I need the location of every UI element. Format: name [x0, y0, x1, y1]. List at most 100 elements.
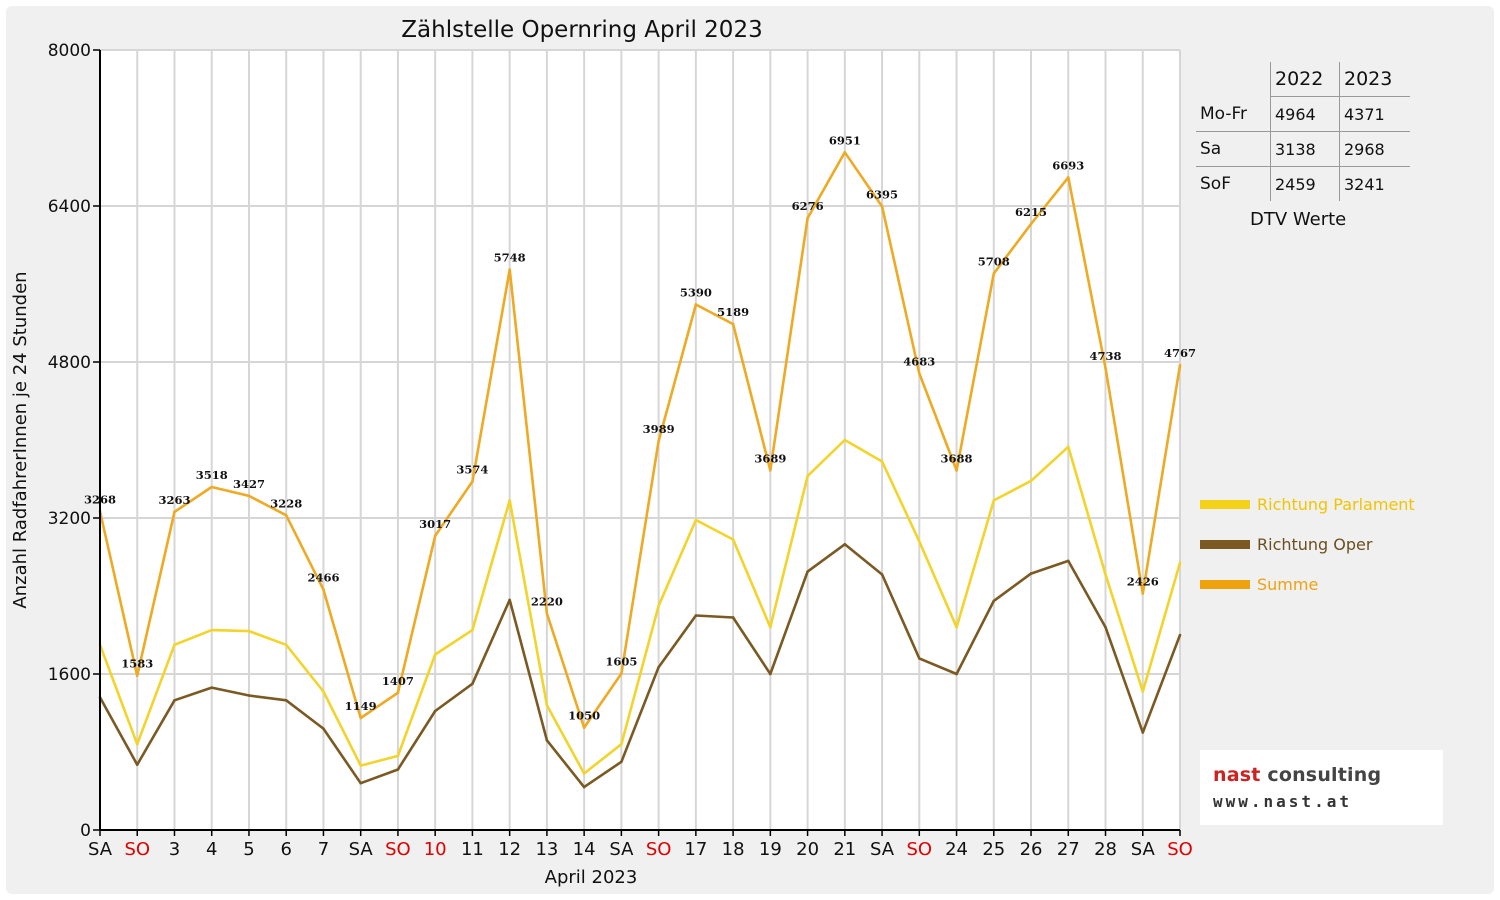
- data-point: [322, 727, 325, 730]
- x-tick-label: 13: [535, 839, 558, 860]
- x-tick-label: SO: [385, 839, 411, 860]
- dtv-value: 4371: [1339, 96, 1410, 132]
- data-point: [210, 686, 214, 689]
- x-tick-label: 4: [206, 839, 217, 860]
- data-point: [396, 754, 400, 758]
- data-point: [210, 485, 214, 489]
- dtv-row: Mo-Fr 4964 4371: [1196, 96, 1410, 132]
- data-point: [433, 653, 437, 656]
- data-point: [769, 469, 772, 472]
- data-label: 3427: [233, 477, 265, 491]
- y-tick-label: 6400: [48, 197, 91, 217]
- series-lines: [98, 150, 1182, 789]
- data-label: 6395: [866, 187, 898, 201]
- data-label: 2220: [531, 595, 563, 609]
- data-point: [1141, 731, 1145, 734]
- legend-label: Summe: [1257, 574, 1319, 594]
- data-label: 6951: [829, 133, 861, 147]
- data-point: [471, 682, 474, 686]
- dtv-value: 2968: [1339, 131, 1410, 167]
- logo-nast: nast: [1213, 764, 1261, 786]
- data-label: 4738: [1090, 349, 1122, 363]
- data-point: [1104, 625, 1107, 629]
- x-tick-label: 26: [1020, 839, 1043, 860]
- dtv-caption: DTV Werte: [1250, 209, 1347, 230]
- chart-title: Zählstelle Opernring April 2023: [401, 17, 762, 43]
- data-point: [806, 474, 809, 478]
- data-point: [1066, 559, 1070, 563]
- dtv-table: 2022 2023 Mo-Fr 4964 4371 Sa 3138 2968 S…: [1196, 62, 1410, 201]
- data-point: [433, 534, 437, 538]
- data-point: [135, 742, 139, 746]
- data-point: [992, 499, 996, 502]
- data-label: 5708: [978, 254, 1010, 268]
- data-point: [210, 628, 214, 632]
- data-point: [135, 674, 139, 677]
- x-tick-label: 25: [982, 839, 1005, 860]
- data-point: [1178, 633, 1182, 637]
- data-label: 1050: [568, 709, 600, 723]
- data-point: [918, 372, 921, 375]
- data-label: 6215: [1015, 205, 1047, 219]
- logo-consulting: consulting: [1260, 764, 1382, 786]
- x-tick-label: SA: [1131, 839, 1156, 860]
- data-point: [1104, 573, 1107, 576]
- data-point: [769, 625, 772, 629]
- data-label: 3228: [270, 496, 302, 510]
- data-point: [694, 303, 698, 306]
- data-point: [1029, 222, 1033, 226]
- data-point: [322, 690, 325, 693]
- data-point: [918, 540, 921, 543]
- data-point: [247, 629, 251, 633]
- data-label: 1583: [121, 657, 153, 671]
- x-axis-title: April 2023: [545, 867, 638, 888]
- y-tick-label: 8000: [48, 41, 91, 61]
- data-label: 2426: [1127, 574, 1159, 588]
- data-point: [359, 781, 362, 785]
- dtv-row: Sa 3138 2968: [1196, 131, 1410, 167]
- data-point: [471, 480, 474, 483]
- data-label: 5189: [717, 305, 749, 319]
- data-point: [247, 694, 251, 697]
- series-line-oper: [98, 542, 1182, 789]
- dtv-col-2022: 2022: [1270, 62, 1340, 97]
- data-point: [843, 150, 847, 154]
- data-point: [284, 699, 288, 702]
- x-tick-label: 21: [833, 839, 856, 860]
- data-point: [433, 709, 437, 713]
- data-label: 3268: [84, 492, 116, 506]
- legend-swatch: [1200, 579, 1250, 589]
- data-point: [582, 785, 586, 789]
- x-tick-label: 14: [573, 839, 596, 860]
- data-label: 3689: [754, 451, 786, 465]
- data-point: [508, 499, 511, 502]
- data-label: 3518: [196, 468, 228, 482]
- series-line-parlament: [98, 438, 1182, 775]
- data-point: [471, 628, 474, 632]
- data-point: [731, 538, 735, 541]
- data-point: [1029, 572, 1033, 575]
- y-tick-label: 0: [80, 821, 91, 841]
- data-point: [955, 469, 958, 472]
- data-point: [582, 726, 586, 729]
- x-tick-label: 17: [684, 839, 707, 860]
- x-tick-label: 5: [243, 839, 254, 860]
- dtv-row: SoF 2459 3241: [1196, 166, 1410, 201]
- dtv-corner: [1196, 62, 1271, 97]
- x-tick-label: SA: [870, 839, 895, 860]
- legend-label: Richtung Oper: [1257, 534, 1373, 554]
- x-tick-label: 27: [1057, 839, 1080, 860]
- dtv-value: 3241: [1344, 174, 1385, 194]
- data-label: 4767: [1164, 346, 1196, 360]
- x-tick-label: SA: [609, 839, 634, 860]
- logo-website: www.nast.at: [1213, 792, 1352, 811]
- data-point: [396, 768, 400, 771]
- data-label: 2466: [307, 571, 339, 585]
- data-point: [657, 439, 660, 443]
- data-label: 3017: [419, 517, 451, 531]
- data-point: [620, 742, 623, 746]
- data-point: [322, 588, 325, 591]
- x-tick-label: 19: [759, 839, 782, 860]
- y-axis-title: Anzahl RadfahrerInnen je 24 Stunden: [10, 271, 31, 608]
